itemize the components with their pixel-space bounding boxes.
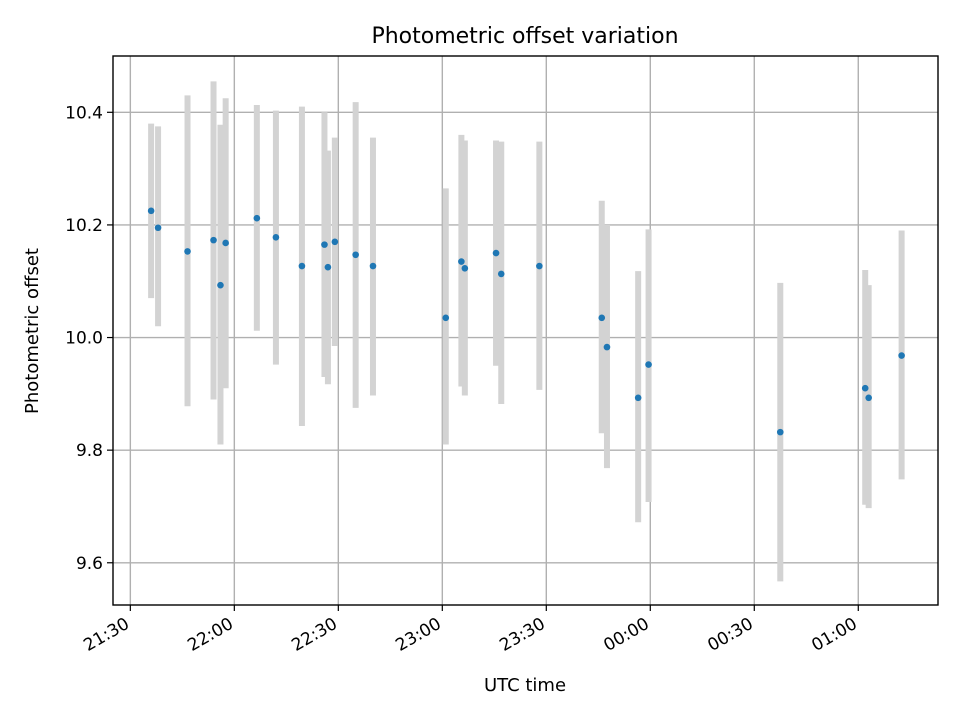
data-point — [369, 262, 377, 270]
data-point — [536, 262, 543, 270]
y-tick-label: 10.2 — [65, 216, 103, 236]
plot-frame — [112, 55, 939, 606]
x-tick-label: 01:00 — [808, 614, 860, 656]
chart-title: Photometric offset variation — [371, 24, 678, 49]
x-tick-label: 23:30 — [496, 614, 548, 656]
x-tick-label: 22:00 — [184, 614, 236, 656]
data-point — [461, 264, 469, 272]
x-tick-label: 22:30 — [288, 614, 340, 656]
data-point — [865, 394, 872, 402]
grid-layer — [113, 56, 938, 605]
data-point — [497, 270, 505, 278]
data-point — [603, 343, 611, 351]
data-point — [598, 314, 606, 322]
data-point — [147, 207, 155, 215]
x-axis-label: UTC time — [484, 675, 566, 696]
data-point — [210, 236, 217, 244]
data-point — [442, 314, 450, 322]
data-point — [298, 262, 306, 270]
data-point — [321, 241, 328, 248]
y-tick-label: 10.4 — [65, 103, 103, 123]
x-tick-label: 21:30 — [80, 614, 132, 656]
data-point — [217, 281, 224, 289]
data-point — [184, 248, 191, 255]
x-tick-label: 00:00 — [600, 614, 652, 656]
data-point — [776, 428, 784, 436]
data-point — [861, 384, 869, 392]
y-tick-label: 10.0 — [65, 329, 103, 349]
x-tick-label: 00:30 — [704, 614, 756, 656]
data-point — [222, 239, 229, 247]
data-point — [352, 251, 359, 259]
data-point — [645, 361, 652, 368]
data-point — [634, 394, 642, 402]
y-tick-label: 9.6 — [76, 554, 103, 574]
x-tick-label: 23:00 — [392, 614, 444, 656]
point-layer — [147, 207, 905, 436]
data-point — [154, 224, 162, 232]
data-point — [458, 258, 465, 265]
data-point — [324, 263, 332, 271]
data-point — [331, 238, 339, 246]
errorbar-layer — [148, 81, 905, 582]
data-point — [492, 249, 500, 257]
data-point — [253, 214, 261, 222]
data-point — [898, 352, 905, 359]
y-tick-label: 9.8 — [76, 441, 103, 461]
data-point — [272, 234, 280, 241]
y-axis-label: Photometric offset — [22, 248, 43, 414]
